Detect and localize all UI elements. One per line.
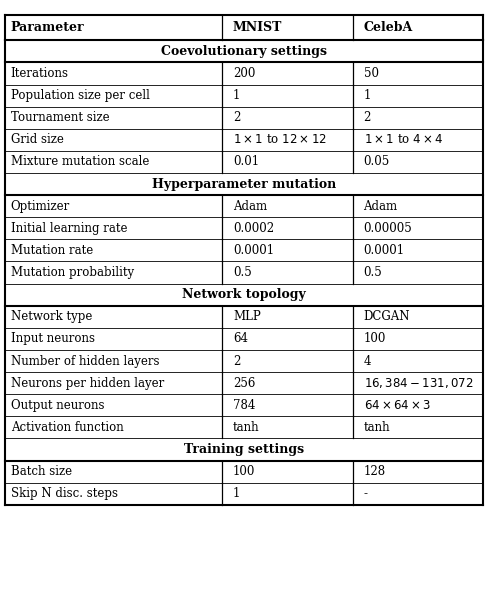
Text: MLP: MLP [233, 310, 261, 323]
Text: $16,384 - 131,072$: $16,384 - 131,072$ [364, 376, 473, 390]
Text: 0.0002: 0.0002 [233, 222, 274, 235]
Text: 64: 64 [233, 333, 248, 346]
Text: Initial learning rate: Initial learning rate [11, 222, 127, 235]
Text: Tournament size: Tournament size [11, 111, 109, 124]
Text: 128: 128 [364, 465, 386, 478]
Text: 100: 100 [233, 465, 255, 478]
Text: MNIST: MNIST [233, 21, 283, 34]
Text: Output neurons: Output neurons [11, 399, 104, 412]
Text: Batch size: Batch size [11, 465, 72, 478]
Text: Parameter: Parameter [11, 21, 84, 34]
Text: Adam: Adam [364, 200, 398, 213]
Text: Coevolutionary settings: Coevolutionary settings [161, 45, 327, 58]
Text: Iterations: Iterations [11, 67, 69, 80]
Text: 2: 2 [233, 111, 241, 124]
Text: 256: 256 [233, 377, 255, 390]
Text: 1: 1 [233, 487, 241, 500]
Text: 2: 2 [233, 355, 241, 368]
Text: Network topology: Network topology [182, 288, 306, 301]
Text: 1: 1 [233, 89, 241, 102]
Text: $1 \times 1$ to $12 \times 12$: $1 \times 1$ to $12 \times 12$ [233, 133, 327, 146]
Text: Grid size: Grid size [11, 133, 63, 146]
Text: Network type: Network type [11, 310, 92, 323]
Text: 0.01: 0.01 [233, 156, 259, 169]
Text: 200: 200 [233, 67, 255, 80]
Text: 784: 784 [233, 399, 255, 412]
Text: tanh: tanh [364, 421, 390, 434]
Text: Training settings: Training settings [184, 443, 304, 456]
Text: Skip N disc. steps: Skip N disc. steps [11, 487, 118, 500]
Text: 1: 1 [364, 89, 371, 102]
Text: Hyperparameter mutation: Hyperparameter mutation [152, 178, 336, 191]
Text: $1 \times 1$ to $4 \times 4$: $1 \times 1$ to $4 \times 4$ [364, 133, 443, 146]
Text: DCGAN: DCGAN [364, 310, 410, 323]
Text: 0.5: 0.5 [233, 266, 252, 279]
Text: Mutation probability: Mutation probability [11, 266, 134, 279]
Text: 100: 100 [364, 333, 386, 346]
Text: Mutation rate: Mutation rate [11, 244, 93, 257]
Text: -: - [364, 487, 367, 500]
Text: 0.5: 0.5 [364, 266, 382, 279]
Text: Optimizer: Optimizer [11, 200, 70, 213]
Text: 0.0001: 0.0001 [364, 244, 405, 257]
Text: Adam: Adam [233, 200, 267, 213]
Text: CelebA: CelebA [364, 21, 413, 34]
Text: 50: 50 [364, 67, 379, 80]
Text: Mixture mutation scale: Mixture mutation scale [11, 156, 149, 169]
Text: 2: 2 [364, 111, 371, 124]
Text: $64 \times 64 \times 3$: $64 \times 64 \times 3$ [364, 399, 431, 412]
Text: Number of hidden layers: Number of hidden layers [11, 355, 159, 368]
Text: 4: 4 [364, 355, 371, 368]
Text: Activation function: Activation function [11, 421, 123, 434]
Text: 0.05: 0.05 [364, 156, 390, 169]
Text: tanh: tanh [233, 421, 260, 434]
Text: Input neurons: Input neurons [11, 333, 95, 346]
Text: Neurons per hidden layer: Neurons per hidden layer [11, 377, 164, 390]
Text: 0.0001: 0.0001 [233, 244, 274, 257]
Text: 0.00005: 0.00005 [364, 222, 412, 235]
Text: Population size per cell: Population size per cell [11, 89, 149, 102]
